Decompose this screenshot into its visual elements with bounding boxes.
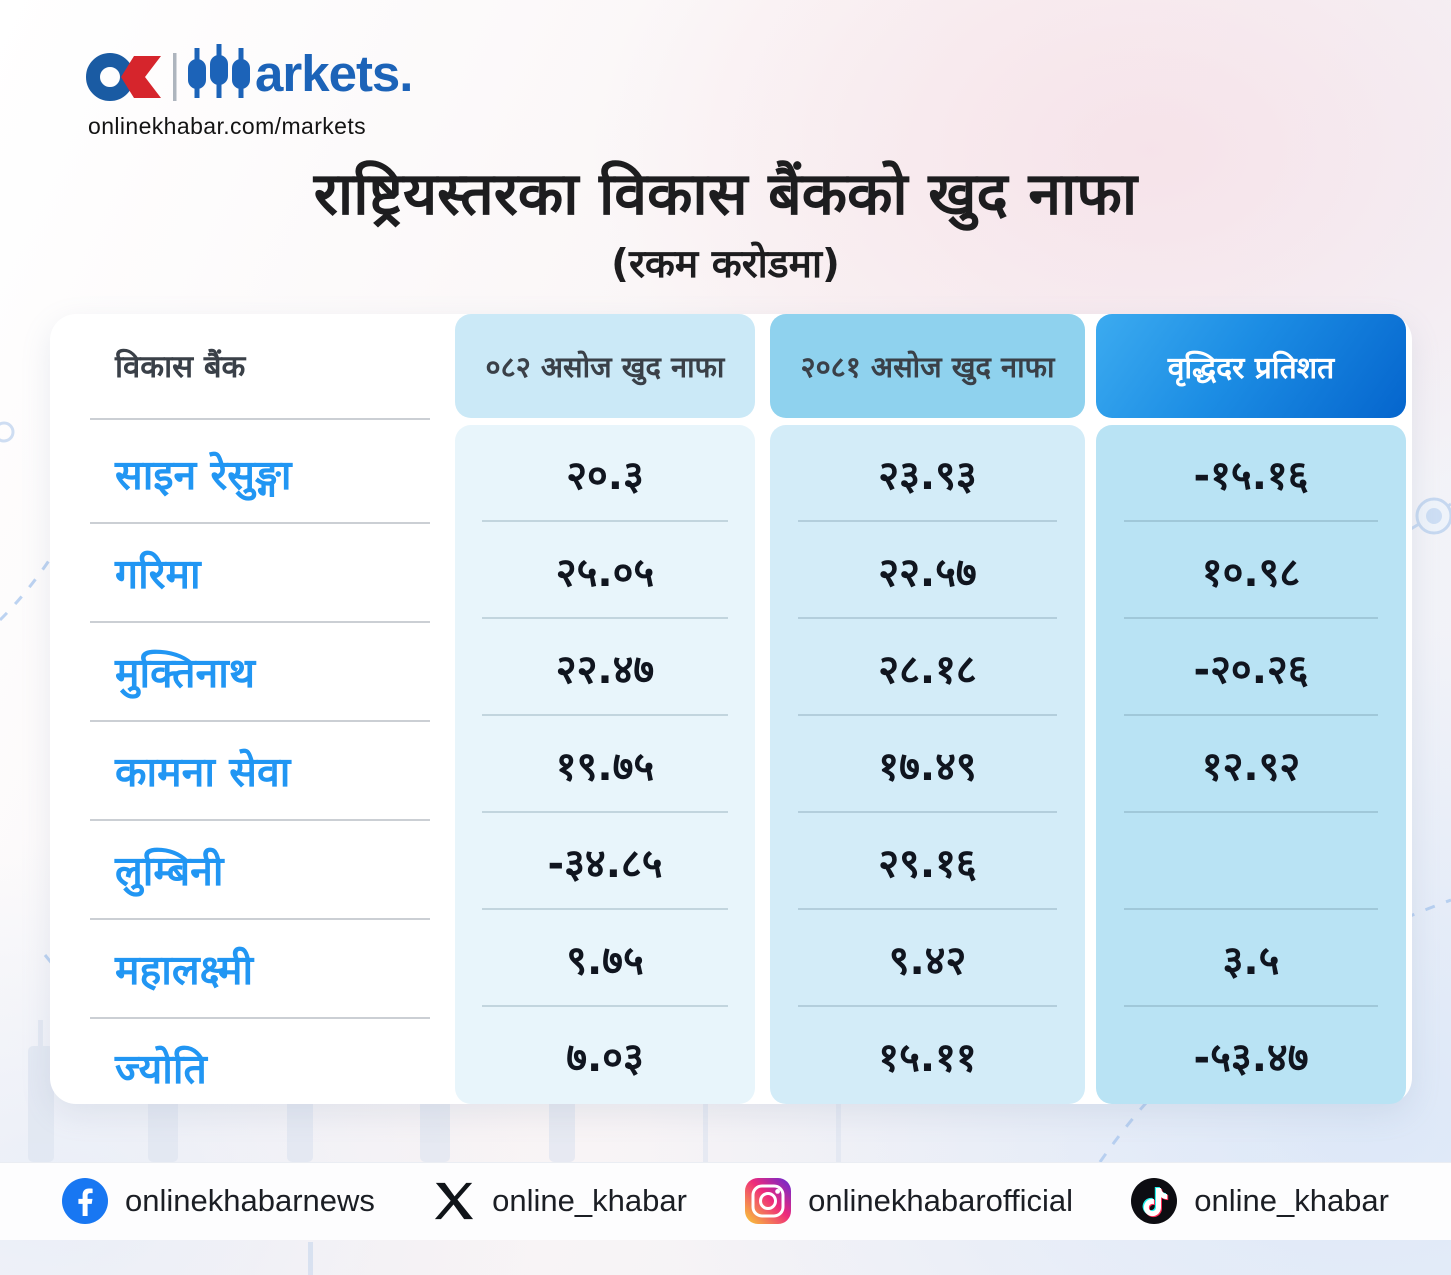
profit-2081-value: १७.४९ <box>770 716 1085 813</box>
column-growth: वृद्धिदर प्रतिशत -१५.१६ १०.९८ -२०.२६ १२.… <box>1096 314 1406 1104</box>
tiktok-icon <box>1131 1178 1178 1224</box>
column-profit-2081: २०८१ असोज खुद नाफा २३.९३ २२.५७ २८.१८ १७.… <box>770 314 1085 1104</box>
facebook-icon <box>62 1178 108 1224</box>
profit-082-value: ७.०३ <box>566 1035 644 1081</box>
social-handle: onlinekhabarofficial <box>808 1183 1073 1218</box>
bank-name: लुम्बिनी <box>90 821 430 920</box>
site-url: onlinekhabar.com/markets <box>88 113 367 139</box>
profit-082-value: १९.७५ <box>455 716 755 813</box>
bank-name: साइन रेसुङ्गा <box>90 425 430 524</box>
social-item-facebook[interactable]: onlinekhabarnews <box>62 1178 375 1224</box>
social-item-instagram[interactable]: onlinekhabarofficial <box>745 1178 1073 1224</box>
page-title: राष्ट्रियस्तरका विकास बैंकको खुद नाफा <box>313 159 1138 228</box>
social-footer: onlinekhabarnews online_khabar onlinekha… <box>0 1162 1451 1240</box>
growth-value-empty <box>1096 813 1406 910</box>
instagram-icon <box>745 1178 792 1224</box>
column-body-profit-082: २०.३ २५.०५ २२.४७ १९.७५ -३४.८५ ९.७५ ७.०३ <box>455 425 755 1104</box>
growth-value: -२०.२६ <box>1096 619 1406 716</box>
profit-2081-value: २२.५७ <box>770 522 1085 619</box>
page-subtitle: (रकम करोडमा) <box>611 242 840 287</box>
column-header-profit-2081: २०८१ असोज खुद नाफा <box>770 314 1085 418</box>
social-item-tiktok[interactable]: online_khabar <box>1131 1178 1389 1224</box>
profit-082-value: ९.७५ <box>455 910 755 1007</box>
column-header-profit-082: ०८२ असोज खुद नाफा <box>455 314 755 418</box>
social-handle: online_khabar <box>1194 1183 1389 1218</box>
profit-082-value: २२.४७ <box>455 619 755 716</box>
net-profit-table: विकास बैंक साइन रेसुङ्गा गरिमा मुक्तिनाथ… <box>50 314 1412 1104</box>
bank-name: मुक्तिनाथ <box>90 623 430 722</box>
growth-value: -५३.४७ <box>1193 1035 1309 1081</box>
profit-2081-value: १५.११ <box>878 1035 977 1081</box>
profit-082-value: -३४.८५ <box>455 813 755 910</box>
column-header-growth: वृद्धिदर प्रतिशत <box>1096 314 1406 418</box>
column-body-growth: -१५.१६ १०.९८ -२०.२६ १२.९२ ३.५ -५३.४७ <box>1096 425 1406 1104</box>
x-icon <box>433 1180 475 1222</box>
growth-value: १२.९२ <box>1096 716 1406 813</box>
candlestick-m-icon <box>188 44 250 98</box>
profit-2081-value: २३.९३ <box>770 425 1085 522</box>
column-bank: विकास बैंक साइन रेसुङ्गा गरिमा मुक्तिनाथ… <box>90 314 430 1104</box>
social-item-x[interactable]: online_khabar <box>433 1180 687 1222</box>
growth-value: ३.५ <box>1096 910 1406 1007</box>
growth-value: १०.९८ <box>1096 522 1406 619</box>
ok-logo-mark-icon <box>86 53 177 101</box>
bank-name: कामना सेवा <box>90 722 430 821</box>
bank-name: ज्योति <box>115 1044 207 1093</box>
social-handle: onlinekhabarnews <box>125 1183 375 1218</box>
column-body-bank: साइन रेसुङ्गा गरिमा मुक्तिनाथ कामना सेवा… <box>90 425 430 1104</box>
social-handle: online_khabar <box>492 1183 687 1218</box>
column-body-profit-2081: २३.९३ २२.५७ २८.१८ १७.४९ २९.१६ ९.४२ १५.११ <box>770 425 1085 1104</box>
ok-markets-logo: arkets. <box>85 40 413 106</box>
bank-name: महालक्ष्मी <box>90 920 430 1019</box>
profit-2081-value: ९.४२ <box>770 910 1085 1007</box>
bank-name: गरिमा <box>90 524 430 623</box>
profit-2081-value: २८.१८ <box>770 619 1085 716</box>
profit-2081-value: २९.१६ <box>770 813 1085 910</box>
brand-text: arkets. <box>255 44 413 102</box>
growth-value: -१५.१६ <box>1096 425 1406 522</box>
profit-082-value: २५.०५ <box>455 522 755 619</box>
profit-082-value: २०.३ <box>455 425 755 522</box>
column-header-bank: विकास बैंक <box>90 314 430 420</box>
column-profit-082: ०८२ असोज खुद नाफा २०.३ २५.०५ २२.४७ १९.७५… <box>455 314 755 1104</box>
